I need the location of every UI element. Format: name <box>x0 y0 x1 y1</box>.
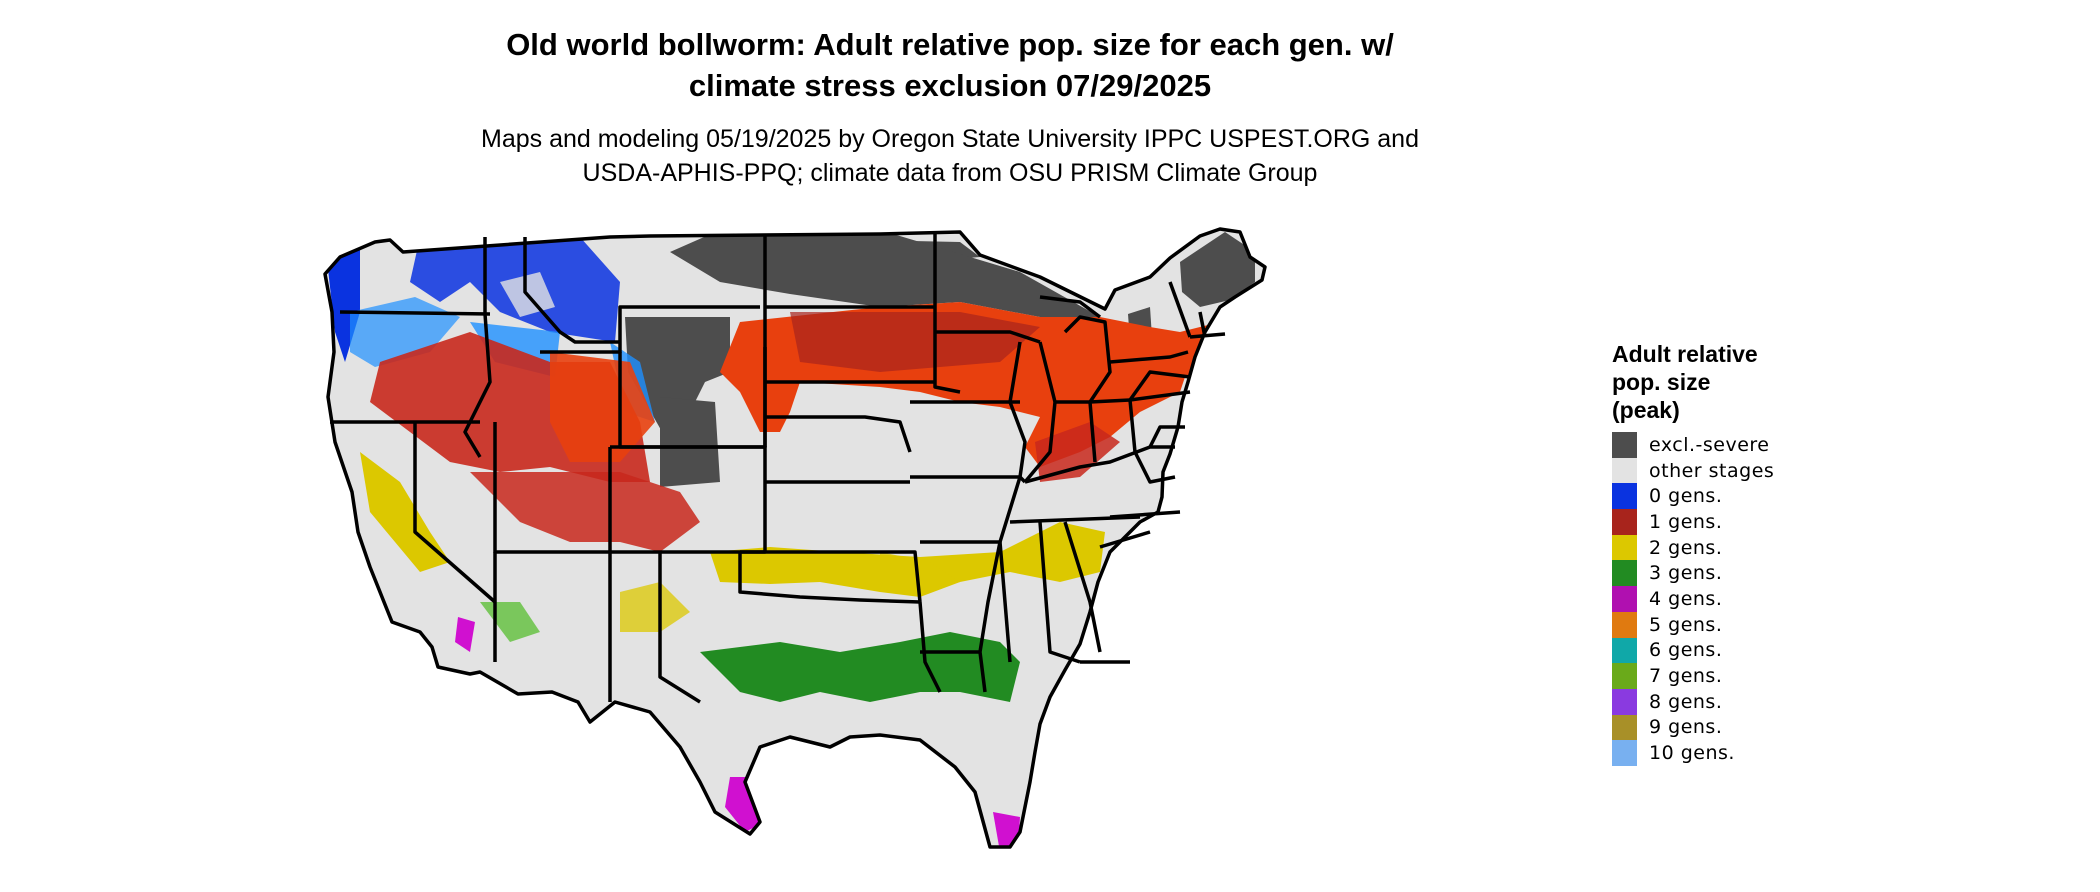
legend-item: 7 gens. <box>1612 663 1812 689</box>
legend-label: 6 gens. <box>1649 639 1723 662</box>
legend-title: Adult relative pop. size (peak) <box>1612 341 1758 423</box>
us-outline <box>323 227 1267 849</box>
four-gens-desert <box>455 617 475 652</box>
state-borders <box>323 227 1267 849</box>
legend-swatch <box>1612 663 1637 689</box>
excluded-upper-midwest <box>670 230 1100 324</box>
legend-label: 8 gens. <box>1649 690 1723 713</box>
legend-swatch <box>1612 509 1637 535</box>
two-gens-texas-plains <box>620 582 690 632</box>
legend-items: excl.-severe other stages 0 gens. 1 gens. 2 … <box>1612 432 1812 766</box>
excluded-colorado-rockies <box>660 397 720 487</box>
legend-label: 10 gens. <box>1649 742 1735 765</box>
legend-label: 1 gens. <box>1649 510 1723 533</box>
legend-label: 5 gens. <box>1649 613 1723 636</box>
legend-swatch <box>1612 637 1637 664</box>
legend-item: 3 gens. <box>1612 560 1812 587</box>
legend-swatch <box>1612 534 1637 561</box>
legend-item: excl.-severe <box>1612 432 1812 458</box>
one-gen-southwest <box>470 472 700 552</box>
legend-swatch <box>1612 714 1637 741</box>
legend-label: 3 gens. <box>1649 562 1723 585</box>
legend-label: other stages <box>1649 459 1775 482</box>
two-gens-tennessee-valley <box>880 552 960 592</box>
legend-label: 4 gens. <box>1649 587 1723 610</box>
legend-item: 10 gens. <box>1612 740 1812 766</box>
legend-item: 8 gens. <box>1612 688 1812 715</box>
legend-item: 0 gens. <box>1612 483 1812 510</box>
excluded-maine <box>1180 232 1255 307</box>
legend-item: other stages <box>1612 457 1812 484</box>
legend-swatch <box>1612 560 1637 587</box>
map-title: Old world bollworm: Adult relative pop. … <box>506 27 1394 103</box>
three-gens-gulf-coast <box>700 632 1020 702</box>
legend-item: 1 gens. <box>1612 509 1812 535</box>
legend-swatch <box>1612 586 1637 612</box>
us-map <box>323 227 1267 849</box>
legend-label: excl.-severe <box>1649 433 1770 456</box>
legend-label: 0 gens. <box>1649 485 1723 508</box>
legend-label: 7 gens. <box>1649 665 1723 688</box>
legend-label: 9 gens. <box>1649 716 1723 739</box>
legend-swatch <box>1612 457 1637 484</box>
legend: Adult relative pop. size (peak) excl.-se… <box>1612 340 1812 766</box>
legend-swatch <box>1612 688 1637 715</box>
legend-swatch <box>1612 483 1637 510</box>
legend-label: 2 gens. <box>1649 536 1723 559</box>
legend-item: 9 gens. <box>1612 714 1812 741</box>
one-gen-plains-core <box>790 312 1040 372</box>
one-gen-appalachian <box>1035 422 1120 482</box>
legend-swatch <box>1612 740 1637 766</box>
legend-item: 2 gens. <box>1612 534 1812 561</box>
one-gen-colorado-plateau <box>550 352 655 462</box>
map-subtitle: Maps and modeling 05/19/2025 by Oregon S… <box>481 125 1419 187</box>
legend-item: 5 gens. <box>1612 611 1812 638</box>
legend-item: 4 gens. <box>1612 586 1812 612</box>
legend-swatch <box>1612 432 1637 458</box>
legend-item: 6 gens. <box>1612 637 1812 664</box>
legend-swatch <box>1612 611 1637 638</box>
